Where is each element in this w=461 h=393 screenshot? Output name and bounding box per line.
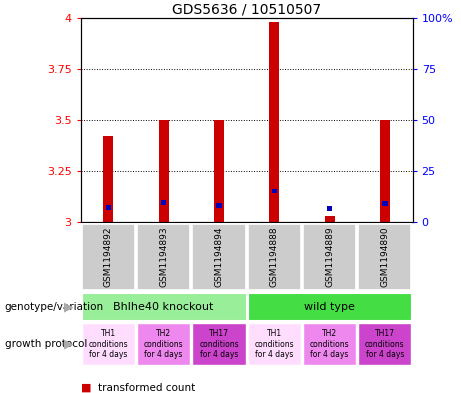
Bar xyxy=(137,224,190,290)
Text: growth protocol: growth protocol xyxy=(5,339,87,349)
Bar xyxy=(106,205,111,210)
Bar xyxy=(214,120,224,222)
Text: GSM1194889: GSM1194889 xyxy=(325,227,334,287)
Bar xyxy=(248,323,301,365)
Bar xyxy=(358,224,412,290)
Bar xyxy=(303,323,356,365)
Bar xyxy=(82,293,246,320)
Text: TH1
conditions
for 4 days: TH1 conditions for 4 days xyxy=(89,329,128,359)
Bar xyxy=(248,224,301,290)
Bar xyxy=(192,323,246,365)
Bar xyxy=(161,200,166,205)
Text: ■: ■ xyxy=(81,383,95,393)
Bar xyxy=(103,136,113,222)
Bar xyxy=(382,201,388,206)
Title: GDS5636 / 10510507: GDS5636 / 10510507 xyxy=(172,2,321,17)
Bar xyxy=(325,216,335,222)
Text: TH2
conditions
for 4 days: TH2 conditions for 4 days xyxy=(144,329,183,359)
Bar xyxy=(82,224,135,290)
Bar xyxy=(159,120,169,222)
Bar xyxy=(216,203,222,208)
Bar xyxy=(358,323,412,365)
Bar xyxy=(82,323,135,365)
Text: GSM1194888: GSM1194888 xyxy=(270,227,279,287)
Bar xyxy=(137,323,190,365)
Text: TH17
conditions
for 4 days: TH17 conditions for 4 days xyxy=(199,329,239,359)
Bar xyxy=(248,293,412,320)
Text: ▶: ▶ xyxy=(64,300,74,313)
Text: TH1
conditions
for 4 days: TH1 conditions for 4 days xyxy=(254,329,294,359)
Text: TH17
conditions
for 4 days: TH17 conditions for 4 days xyxy=(365,329,405,359)
Text: genotype/variation: genotype/variation xyxy=(5,301,104,312)
Text: GSM1194892: GSM1194892 xyxy=(104,227,113,287)
Text: GSM1194894: GSM1194894 xyxy=(214,227,224,287)
Bar xyxy=(303,224,356,290)
Text: Bhlhe40 knockout: Bhlhe40 knockout xyxy=(113,301,214,312)
Bar xyxy=(269,22,279,222)
Text: ▶: ▶ xyxy=(64,338,74,351)
Text: TH2
conditions
for 4 days: TH2 conditions for 4 days xyxy=(310,329,349,359)
Bar xyxy=(272,189,277,193)
Bar xyxy=(327,206,332,211)
Bar xyxy=(380,120,390,222)
Text: GSM1194890: GSM1194890 xyxy=(380,227,390,287)
Text: wild type: wild type xyxy=(304,301,355,312)
Text: GSM1194893: GSM1194893 xyxy=(159,227,168,287)
Bar xyxy=(192,224,246,290)
Text: transformed count: transformed count xyxy=(98,383,195,393)
